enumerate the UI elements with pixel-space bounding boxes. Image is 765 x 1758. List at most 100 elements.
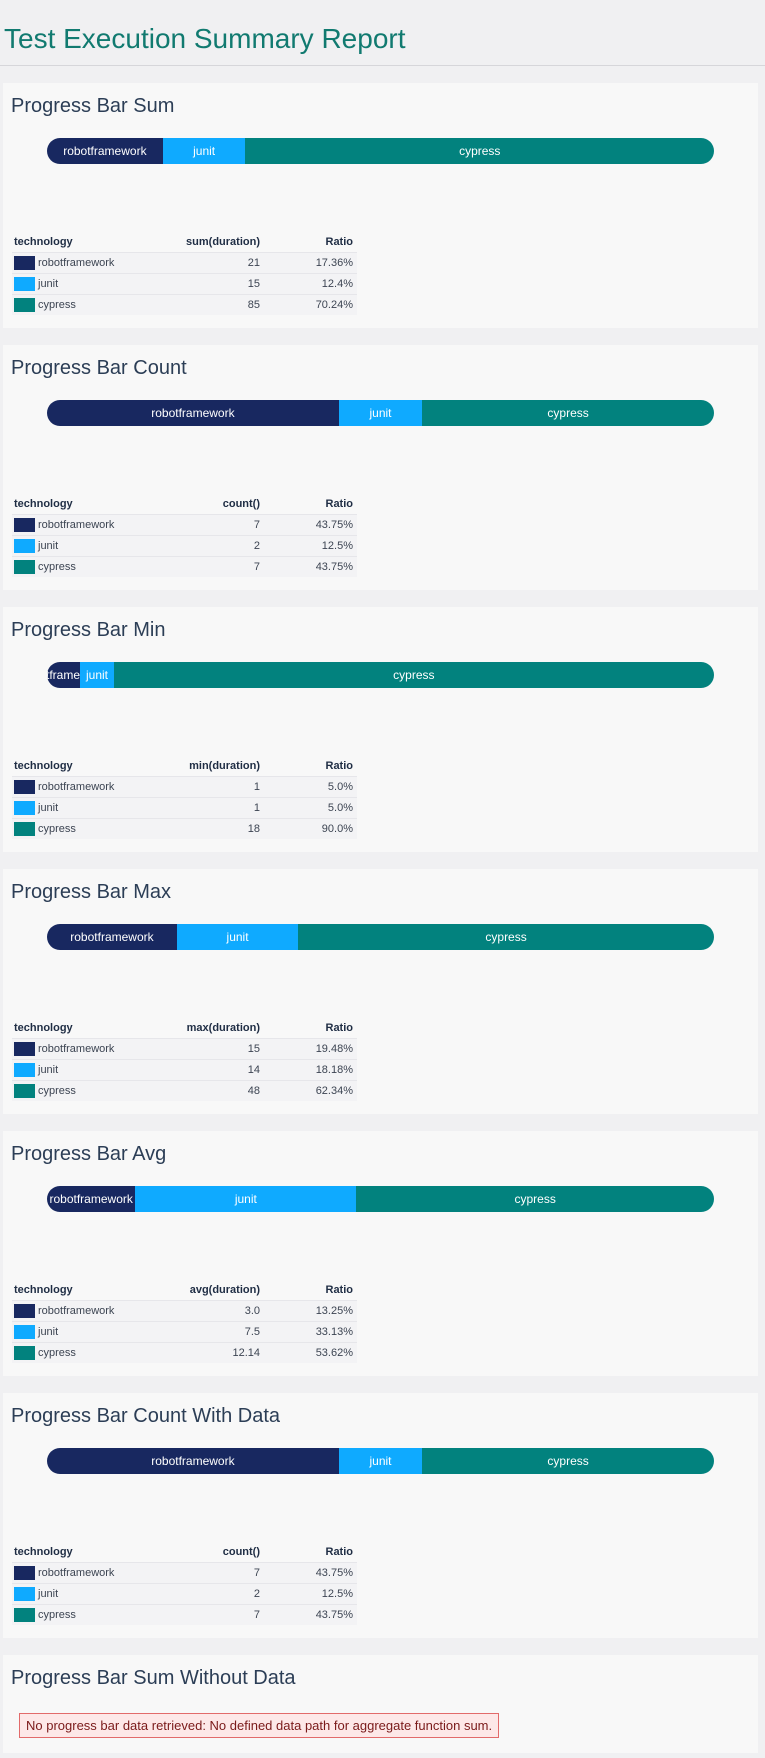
technology-label: cypress: [38, 1608, 76, 1621]
cell-value: 7: [153, 556, 264, 577]
technology-label: robotframework: [38, 518, 115, 531]
color-swatch-robotframework: [14, 780, 35, 794]
cell-value: 48: [153, 1080, 264, 1101]
color-swatch-junit: [14, 801, 35, 815]
table-row: junit 7.5 33.13%: [12, 1321, 357, 1343]
progress-panel: Progress Bar Avg robotframework junit cypre…: [3, 1131, 758, 1376]
column-header-ratio: Ratio: [325, 498, 354, 510]
column-header-metric: min(duration): [189, 760, 260, 772]
cell-ratio: 43.75%: [264, 1562, 357, 1584]
color-swatch-robotframework: [14, 1304, 35, 1318]
cell-ratio: 12.5%: [264, 1583, 357, 1605]
cell-value: 7: [153, 1562, 264, 1584]
table-row: robotframework 7 43.75%: [12, 514, 357, 536]
cell-ratio: 17.36%: [264, 252, 357, 274]
bar-segment-junit: junit: [176, 924, 299, 950]
cell-technology: robotframework: [12, 1038, 153, 1060]
column-header-technology: technology: [14, 1284, 73, 1296]
bar-segment-robotframework: robotframework: [47, 1186, 136, 1212]
table-row: robotframework 3.0 13.25%: [12, 1300, 357, 1322]
bar-segment-cypress: cypress: [245, 138, 714, 164]
table-header-row: technology avg(duration) Ratio: [12, 1282, 357, 1301]
cell-value: 7: [153, 1604, 264, 1625]
table-row: cypress 12.14 53.62%: [12, 1342, 357, 1363]
color-swatch-cypress: [14, 1346, 35, 1360]
column-header-metric: count(): [222, 498, 260, 510]
cell-value: 2: [153, 535, 264, 557]
table-row: robotframework 15 19.48%: [12, 1038, 357, 1060]
color-swatch-robotframework: [14, 256, 35, 270]
column-header-technology: technology: [14, 760, 73, 772]
cell-value: 1: [153, 776, 264, 798]
progress-panel-no-data: Progress Bar Sum Without Data No progress…: [3, 1655, 758, 1753]
cell-technology: cypress: [12, 1342, 153, 1363]
page-title: Test Execution Summary Report: [4, 23, 406, 54]
column-header-ratio: Ratio: [325, 1284, 354, 1296]
cell-value: 15: [153, 273, 264, 295]
bar-segment-cypress: cypress: [113, 662, 714, 688]
technology-label: robotframework: [38, 1042, 115, 1055]
color-swatch-robotframework: [14, 1566, 35, 1580]
bar-segment-junit: junit: [338, 400, 423, 426]
cell-technology: junit: [12, 273, 153, 295]
color-swatch-junit: [14, 277, 35, 291]
cell-value: 3.0: [153, 1300, 264, 1322]
technology-label: robotframework: [38, 256, 115, 269]
bar-segment-junit: junit: [338, 1448, 423, 1474]
cell-ratio: 12.4%: [264, 273, 357, 295]
cell-value: 85: [153, 294, 264, 315]
table-row: junit 2 12.5%: [12, 535, 357, 557]
cell-value: 7: [153, 514, 264, 536]
technology-label: cypress: [38, 1084, 76, 1097]
panel-title: Progress Bar Sum Without Data: [11, 1667, 296, 1689]
cell-technology: robotframework: [12, 514, 153, 536]
bar-segment-junit: junit: [135, 1186, 357, 1212]
cell-value: 12.14: [153, 1342, 264, 1363]
table-row: junit 15 12.4%: [12, 273, 357, 295]
color-swatch-junit: [14, 1587, 35, 1601]
error-message: No progress bar data retrieved: No defin…: [19, 1713, 500, 1738]
column-header-metric: max(duration): [186, 1022, 260, 1034]
column-header-technology: technology: [14, 236, 73, 248]
table-row: robotframework 1 5.0%: [12, 776, 357, 798]
summary-table: technology min(duration) Ratio robotframewo…: [12, 758, 357, 839]
cell-ratio: 33.13%: [264, 1321, 357, 1343]
column-header-technology: technology: [14, 1022, 73, 1034]
color-swatch-cypress: [14, 560, 35, 574]
table-header-row: technology sum(duration) Ratio: [12, 234, 357, 253]
color-swatch-junit: [14, 539, 35, 553]
cell-technology: robotframework: [12, 1562, 153, 1584]
table-row: cypress 85 70.24%: [12, 294, 357, 315]
color-swatch-junit: [14, 1063, 35, 1077]
cell-value: 15: [153, 1038, 264, 1060]
table-row: cypress 7 43.75%: [12, 1604, 357, 1625]
technology-label: junit: [38, 277, 59, 290]
panel-title: Progress Bar Sum: [11, 95, 175, 117]
technology-label: cypress: [38, 822, 76, 835]
cell-technology: robotframework: [12, 776, 153, 798]
bar-segment-cypress: cypress: [298, 924, 714, 950]
summary-table: technology count() Ratio robotframework 7 43.…: [12, 1544, 357, 1625]
bar-segment-robotframework: robotframework: [47, 138, 163, 164]
panels-container: Progress Bar Sum robotframework junit cypre…: [0, 66, 765, 1753]
table-row: robotframework 7 43.75%: [12, 1562, 357, 1584]
cell-value: 18: [153, 818, 264, 839]
cell-technology: cypress: [12, 818, 153, 839]
bar-segment-robotframework: robotframework: [47, 400, 339, 426]
cell-value: 14: [153, 1059, 264, 1081]
cell-ratio: 5.0%: [264, 776, 357, 798]
column-header-metric: avg(duration): [189, 1284, 260, 1296]
technology-label: cypress: [38, 560, 76, 573]
cell-technology: robotframework: [12, 252, 153, 274]
panel-title: Progress Bar Avg: [11, 1143, 167, 1165]
column-header-metric: count(): [222, 1546, 260, 1558]
table-row: junit 1 5.0%: [12, 797, 357, 819]
table-row: junit 14 18.18%: [12, 1059, 357, 1081]
column-header-technology: technology: [14, 498, 73, 510]
bar-segment-robotframework: robotframework: [47, 1448, 339, 1474]
cell-ratio: 70.24%: [264, 294, 357, 315]
bar-segment-junit: junit: [162, 138, 246, 164]
